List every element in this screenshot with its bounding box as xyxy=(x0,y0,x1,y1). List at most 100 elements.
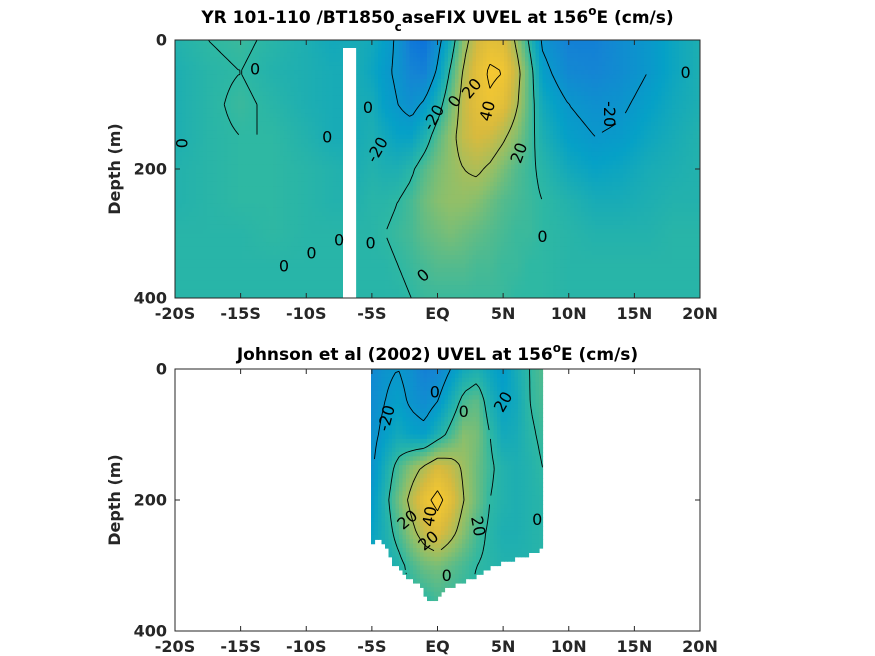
heatmap-cell xyxy=(507,169,512,174)
heatmap-cell xyxy=(598,121,603,127)
heatmap-cell xyxy=(465,113,470,118)
heatmap-cell xyxy=(479,57,484,63)
heatmap-cell xyxy=(252,87,257,93)
heatmap-cell xyxy=(514,104,519,110)
heatmap-cell xyxy=(647,100,652,106)
heatmap-cell xyxy=(213,78,218,84)
heatmap-cell xyxy=(294,181,299,187)
heatmap-cell xyxy=(644,147,649,153)
heatmap-cell xyxy=(686,113,691,118)
heatmap-cell xyxy=(252,40,257,45)
heatmap-cell xyxy=(297,87,302,93)
heatmap-cell xyxy=(696,173,700,179)
heatmap-cell xyxy=(360,151,365,157)
heatmap-cell xyxy=(675,151,680,157)
heatmap-cell xyxy=(507,83,512,88)
heatmap-cell xyxy=(651,126,656,131)
heatmap-cell xyxy=(535,44,540,50)
title-model: YR 101-110 /BT1850caseFIX UVEL at 156oE … xyxy=(200,4,673,34)
heatmap-cell xyxy=(213,169,218,174)
heatmap-cell xyxy=(210,44,215,50)
heatmap-cell xyxy=(241,156,246,161)
heatmap-cell xyxy=(325,52,330,58)
heatmap-cell xyxy=(696,108,700,114)
heatmap-cell xyxy=(185,147,190,153)
heatmap-cell xyxy=(679,52,684,58)
heatmap-cell xyxy=(430,156,435,161)
heatmap-cell xyxy=(675,87,680,93)
heatmap-cell xyxy=(248,91,253,97)
heatmap-cell xyxy=(511,126,516,131)
heatmap-cell xyxy=(591,126,596,131)
heatmap-cell xyxy=(616,134,621,140)
heatmap-cell xyxy=(420,83,425,88)
heatmap-cell xyxy=(336,138,341,144)
heatmap-cell xyxy=(423,52,428,58)
heatmap-cell xyxy=(273,74,278,80)
heatmap-cell xyxy=(199,147,204,153)
heatmap-cell xyxy=(665,117,670,123)
heatmap-cell xyxy=(255,143,260,149)
heatmap-cell xyxy=(672,173,677,179)
heatmap-cell xyxy=(325,147,330,153)
heatmap-cell xyxy=(574,169,579,174)
heatmap-cell xyxy=(252,48,257,54)
heatmap-cell xyxy=(262,169,267,174)
heatmap-cell xyxy=(311,61,316,67)
heatmap-cell xyxy=(679,108,684,114)
heatmap-cell xyxy=(595,134,600,140)
heatmap-cell xyxy=(605,117,610,123)
heatmap-cell xyxy=(675,134,680,140)
heatmap-cell xyxy=(689,91,694,97)
heatmap-cell xyxy=(612,169,617,174)
heatmap-cell xyxy=(367,48,372,54)
heatmap-cell xyxy=(609,121,614,127)
heatmap-cell xyxy=(248,78,253,84)
heatmap-cell xyxy=(630,117,635,123)
heatmap-cell xyxy=(339,147,344,153)
heatmap-cell xyxy=(290,95,295,101)
heatmap-cell xyxy=(224,104,229,110)
heatmap-cell xyxy=(490,177,495,183)
heatmap-cell xyxy=(203,48,208,54)
heatmap-cell xyxy=(462,126,467,131)
heatmap-cell xyxy=(206,83,211,88)
heatmap-cell xyxy=(238,108,243,114)
heatmap-cell xyxy=(556,117,561,123)
heatmap-cell xyxy=(448,121,453,127)
heatmap-cell xyxy=(217,87,222,93)
heatmap-cell xyxy=(175,169,180,174)
heatmap-cell xyxy=(357,113,362,118)
heatmap-cell xyxy=(563,52,568,58)
heatmap-cell xyxy=(647,108,652,114)
heatmap-cell xyxy=(290,169,295,174)
heatmap-cell xyxy=(318,52,323,58)
heatmap-cell xyxy=(315,100,320,106)
heatmap-cell xyxy=(493,117,498,123)
heatmap-cell xyxy=(416,74,421,80)
heatmap-cell xyxy=(297,143,302,149)
heatmap-cell xyxy=(542,130,547,136)
heatmap-cell xyxy=(413,83,418,88)
heatmap-cell xyxy=(339,100,344,106)
heatmap-cell xyxy=(658,117,663,123)
heatmap-cell xyxy=(220,74,225,80)
heatmap-cell xyxy=(322,177,327,183)
heatmap-cell xyxy=(378,61,383,67)
heatmap-cell xyxy=(567,156,572,161)
heatmap-cell xyxy=(234,70,239,75)
heatmap-cell xyxy=(605,108,610,114)
heatmap-cell xyxy=(633,130,638,136)
heatmap-cell xyxy=(535,117,540,123)
heatmap-cell xyxy=(553,87,558,93)
heatmap-cell xyxy=(206,48,211,54)
heatmap-cell xyxy=(196,117,201,123)
heatmap-cell xyxy=(665,164,670,170)
heatmap-cell xyxy=(535,74,540,80)
heatmap-cell xyxy=(630,52,635,58)
heatmap-cell xyxy=(378,104,383,110)
heatmap-cell xyxy=(290,40,295,45)
heatmap-cell xyxy=(476,147,481,153)
heatmap-cell xyxy=(269,44,274,50)
heatmap-cell xyxy=(588,40,593,45)
